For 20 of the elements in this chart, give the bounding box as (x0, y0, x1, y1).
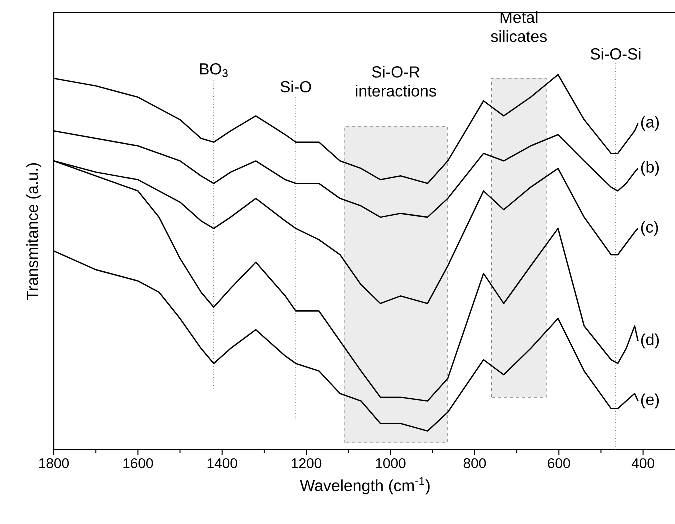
x-tick-label: 600 (548, 458, 570, 468)
series-label: (c) (641, 221, 658, 236)
x-tick-label: 1800 (39, 458, 70, 468)
ref-line-label: Si-O (280, 80, 312, 93)
x-tick-label: 1200 (292, 458, 322, 468)
band-label: Metal silicates (491, 11, 547, 42)
ref-line-label: BO$_{3}$ (200, 63, 228, 78)
x-axis-title: Wavelength (cm$^{-1}$) (300, 477, 430, 495)
band-label: Si-O-R interactions (356, 66, 436, 97)
x-tick-label: 400 (632, 458, 654, 468)
series-label: (a) (641, 116, 660, 132)
series-label: (b) (641, 161, 660, 176)
x-tick-label: 1000 (376, 458, 406, 468)
x-tick-label: 1600 (124, 458, 154, 468)
x-tick-label: 1400 (208, 458, 238, 468)
x-tick-label: 800 (464, 458, 486, 468)
ref-line-label: Si-O-Si (590, 48, 641, 60)
series-label: (e) (641, 394, 660, 409)
y-axis-title: Transmitance (a.u.) (26, 163, 42, 300)
series-label: (d) (641, 334, 660, 349)
